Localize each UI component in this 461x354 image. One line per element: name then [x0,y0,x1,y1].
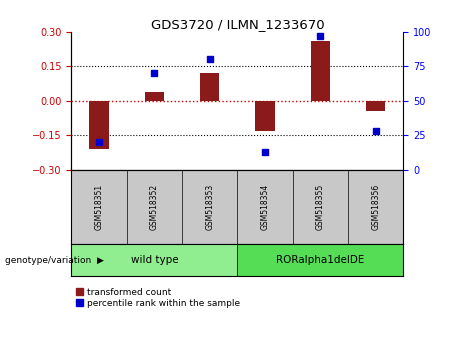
Bar [89,101,109,149]
Point [151,70,158,76]
Text: GSM518352: GSM518352 [150,184,159,230]
Bar [145,92,164,101]
Bar [237,244,403,276]
Bar [200,73,219,101]
Text: RORalpha1delDE: RORalpha1delDE [276,255,365,265]
Point [95,139,103,145]
Point [372,129,379,134]
Point [261,149,269,155]
Bar [255,101,275,131]
Text: wild type: wild type [130,255,178,265]
Bar [311,41,330,101]
Text: GSM518351: GSM518351 [95,184,104,230]
Bar [366,101,385,111]
Text: GSM518353: GSM518353 [205,184,214,230]
Title: GDS3720 / ILMN_1233670: GDS3720 / ILMN_1233670 [151,18,324,31]
Point [317,33,324,39]
Bar [71,244,237,276]
Text: genotype/variation  ▶: genotype/variation ▶ [5,256,103,265]
Legend: transformed count, percentile rank within the sample: transformed count, percentile rank withi… [76,288,240,308]
Text: GSM518354: GSM518354 [260,184,270,230]
Text: GSM518356: GSM518356 [371,184,380,230]
Text: GSM518355: GSM518355 [316,184,325,230]
Point [206,57,213,62]
